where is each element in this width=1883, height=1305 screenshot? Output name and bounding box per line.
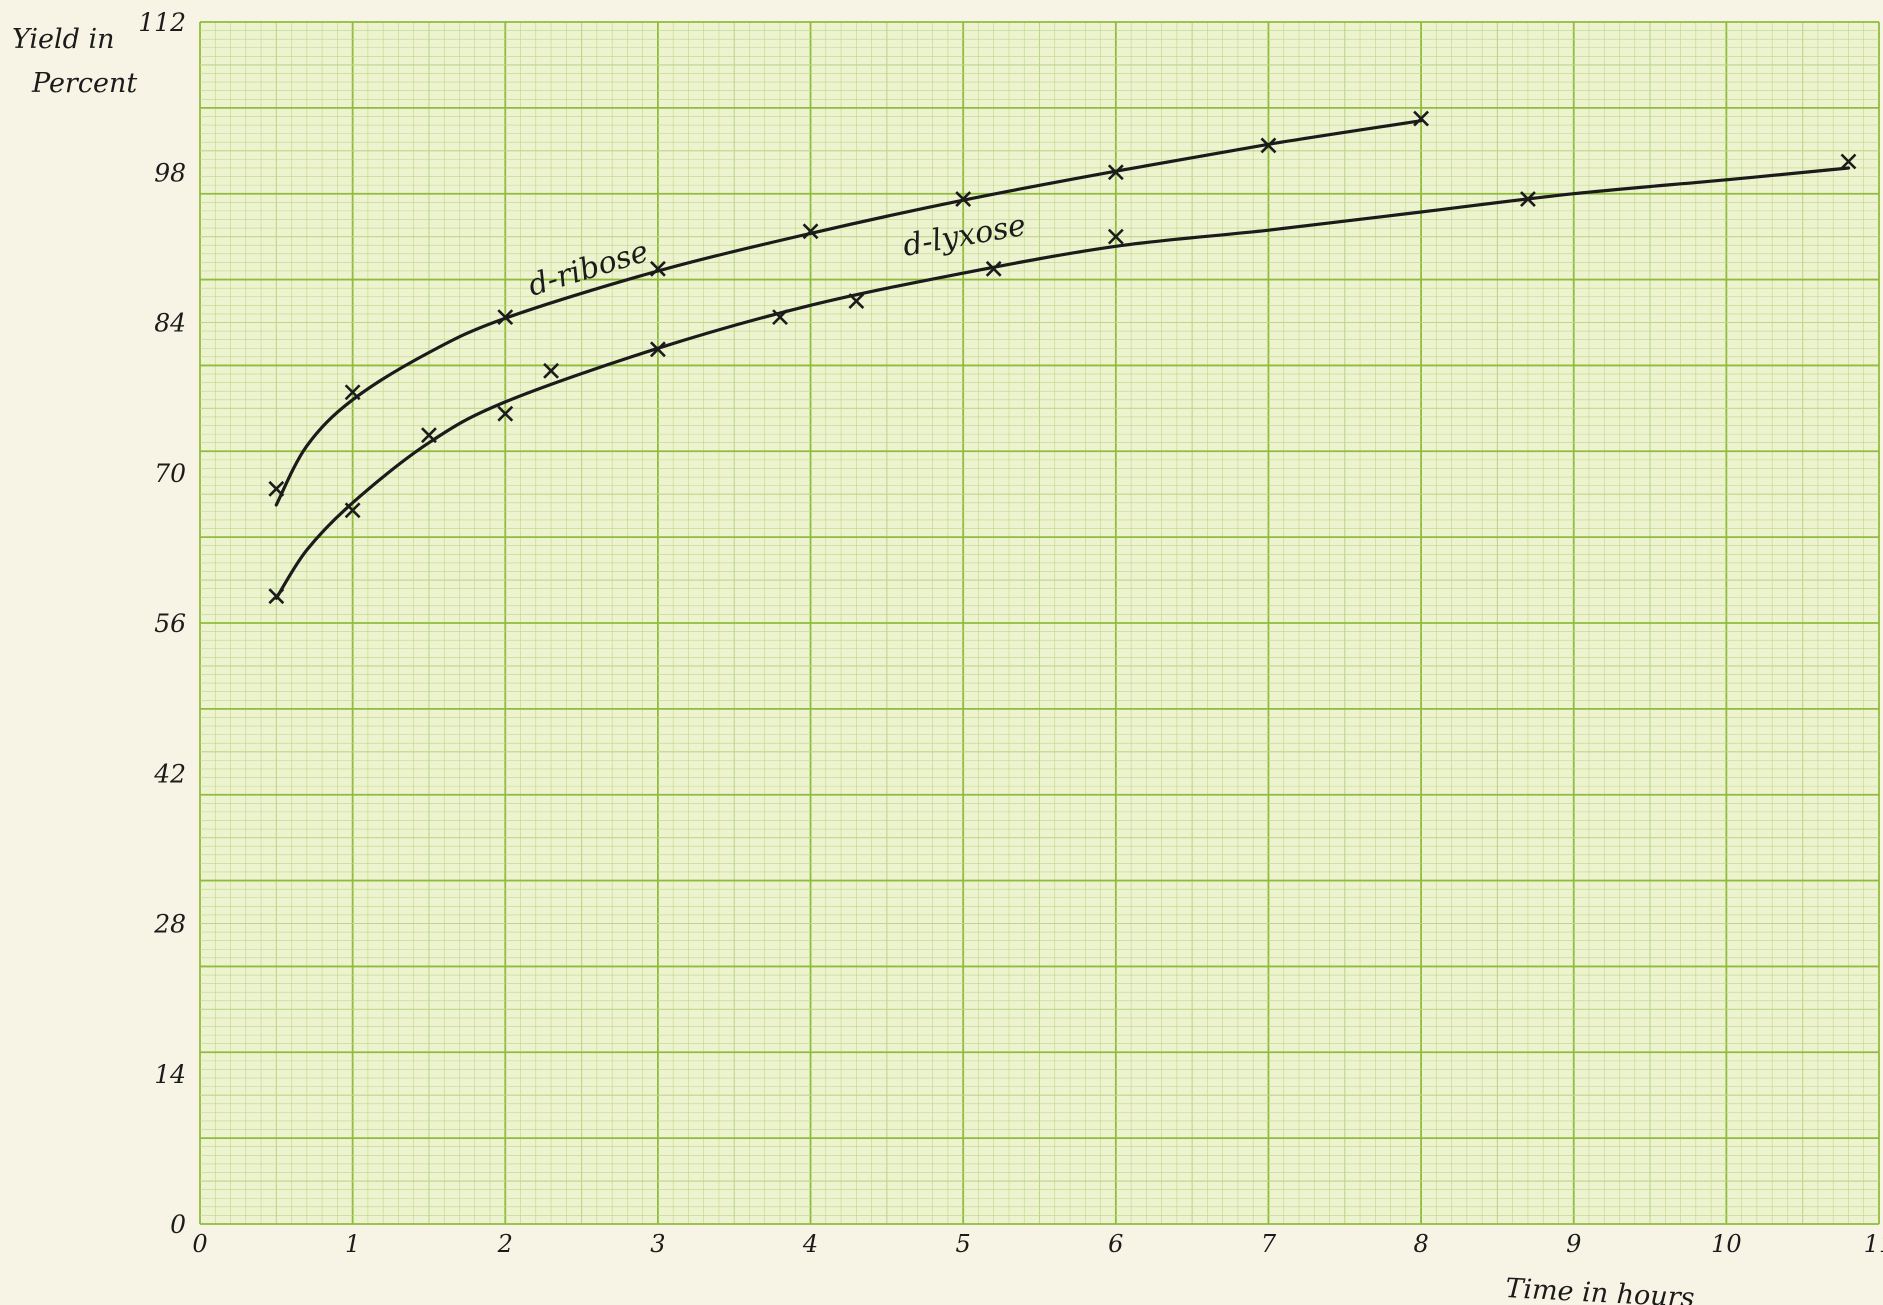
x-tick-label: 0 [192, 1230, 207, 1258]
y-tick-label: 56 [154, 609, 186, 638]
data-point-d-lyxose [543, 362, 559, 379]
data-point-d-ribose [1107, 164, 1124, 181]
x-tick-label: 11 [1864, 1230, 1883, 1258]
x-tick-label: 7 [1261, 1230, 1277, 1258]
x-tick-label: 8 [1413, 1230, 1428, 1258]
x-axis-label: Time in hours [1505, 1273, 1696, 1305]
y-tick-label: 98 [154, 158, 186, 187]
data-point-d-lyxose [344, 502, 361, 519]
data-point-d-lyxose [268, 588, 285, 605]
x-tick-label: 1 [345, 1230, 360, 1258]
graph-paper-grid [199, 21, 1880, 1225]
y-tick-label: 42 [153, 759, 186, 788]
data-point-d-ribose [1413, 110, 1430, 127]
y-tick-label: 112 [138, 8, 186, 37]
series-curve-d-ribose [274, 119, 1423, 507]
data-point-d-ribose [1260, 137, 1277, 154]
x-tick-label: 2 [497, 1230, 513, 1258]
series-curves [274, 119, 1851, 600]
x-tick-label: 10 [1711, 1230, 1742, 1258]
y-tick-label: 14 [154, 1060, 186, 1089]
x-tick-label: 4 [802, 1230, 818, 1258]
data-point-d-ribose [955, 191, 972, 207]
x-tick-label: 6 [1108, 1230, 1123, 1258]
data-point-d-ribose [344, 384, 361, 401]
data-point-d-lyxose [1107, 228, 1124, 245]
y-tick-label: 84 [154, 309, 186, 338]
data-point-d-ribose [802, 223, 819, 240]
y-tick-label: 70 [154, 459, 186, 488]
data-point-d-ribose [268, 480, 285, 497]
data-point-d-ribose [497, 309, 514, 326]
y-tick-label: 28 [153, 910, 186, 939]
y-axis-label-line1: Yield in [12, 24, 115, 55]
x-tick-label: 5 [956, 1230, 971, 1258]
tick-labels: 01234567891011014284256708498112 [138, 8, 1883, 1258]
data-point-d-lyxose [772, 309, 788, 326]
y-tick-label: 0 [170, 1210, 186, 1239]
data-point-d-lyxose [1840, 153, 1857, 170]
data-point-d-lyxose [497, 405, 514, 422]
y-axis-label-line2: Percent [31, 68, 137, 99]
x-tick-label: 9 [1566, 1230, 1581, 1258]
data-point-d-lyxose [649, 341, 666, 358]
data-point-d-ribose [649, 260, 666, 277]
series-curve-d-lyxose [274, 166, 1851, 600]
data-point-d-lyxose [848, 293, 865, 309]
data-point-d-lyxose [985, 260, 1002, 277]
x-tick-label: 3 [650, 1230, 665, 1258]
data-point-d-lyxose [1520, 191, 1536, 207]
data-point-d-lyxose [421, 427, 437, 444]
data-markers [268, 110, 1857, 605]
